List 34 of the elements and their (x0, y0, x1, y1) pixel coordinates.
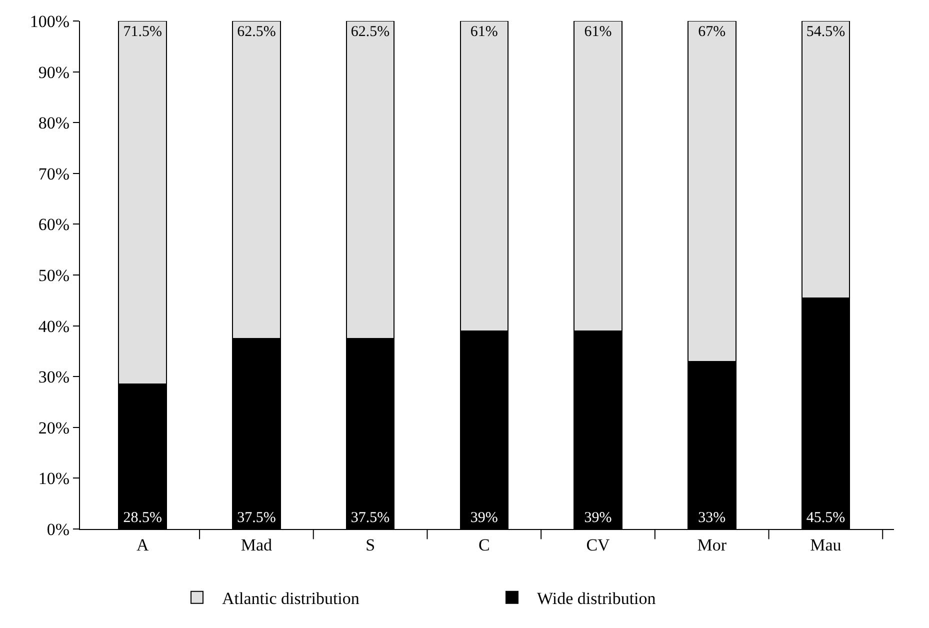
y-tick-label: 50% (38, 266, 70, 285)
x-tick-label: A (136, 535, 150, 554)
data-label: 54.5% (806, 24, 846, 40)
x-tick-label: Mad (240, 535, 273, 554)
data-label: 28.5% (123, 510, 162, 526)
legend-label: Atlantic distribution (222, 588, 360, 608)
data-label: 45.5% (806, 510, 846, 526)
data-label: 61% (470, 24, 498, 40)
y-tick-label: 80% (38, 114, 70, 133)
y-tick-label: 60% (38, 215, 70, 234)
y-tick-label: 100% (30, 12, 70, 31)
legend-label: Wide distribution (537, 588, 656, 608)
x-tick-label: S (366, 535, 376, 554)
x-tick-label: C (478, 535, 490, 554)
data-label: 33% (698, 510, 726, 526)
x-tick-label: CV (586, 535, 611, 554)
y-tick-label: 30% (38, 368, 70, 387)
data-label: 39% (584, 510, 612, 526)
data-label: 67% (698, 24, 726, 40)
x-tick-label: Mau (810, 535, 842, 554)
y-tick-label: 20% (38, 418, 70, 438)
y-tick-label: 90% (38, 62, 70, 82)
data-label: 37.5% (237, 510, 276, 526)
y-tick-label: 0% (46, 520, 70, 539)
data-label: 62.5% (350, 24, 390, 40)
data-label: 37.5% (350, 510, 390, 526)
y-tick-label: 10% (38, 469, 70, 488)
data-label: 61% (584, 24, 612, 40)
data-label: 39% (470, 510, 498, 526)
data-label: 62.5% (237, 24, 276, 40)
data-label: 71.5% (123, 24, 162, 40)
x-tick-label: Mor (697, 535, 727, 554)
y-tick-label: 40% (38, 316, 70, 336)
y-tick-label: 70% (38, 164, 70, 184)
